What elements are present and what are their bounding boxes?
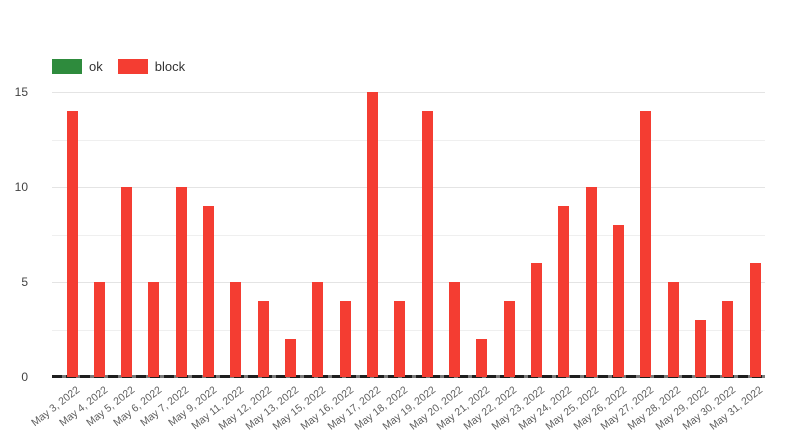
x-axis-baseline bbox=[52, 375, 765, 378]
bar-block-may-11-2022[interactable] bbox=[230, 282, 242, 377]
bar-block-may-13-2022[interactable] bbox=[285, 339, 297, 377]
bar-block-may-23-2022[interactable] bbox=[530, 263, 542, 377]
legend-label: block bbox=[154, 59, 186, 74]
gridline-10 bbox=[52, 187, 765, 188]
bar-block-may-28-2022[interactable] bbox=[667, 282, 679, 377]
legend-swatch-block bbox=[117, 59, 148, 74]
bar-block-may-22-2022[interactable] bbox=[503, 301, 515, 377]
minor-gridline-2.5 bbox=[52, 329, 765, 331]
gridline-15 bbox=[52, 92, 765, 93]
bar-block-may-31-2022[interactable] bbox=[749, 263, 761, 377]
y-tick-label-15: 15 bbox=[14, 85, 28, 99]
bar-block-may-15-2022[interactable] bbox=[312, 282, 324, 377]
bar-block-may-29-2022[interactable] bbox=[694, 320, 706, 377]
bar-block-may-25-2022[interactable] bbox=[585, 187, 597, 377]
chart-legend: ok block bbox=[52, 59, 185, 74]
bar-block-may-18-2022[interactable] bbox=[394, 301, 406, 377]
legend-item-block[interactable]: block bbox=[117, 59, 186, 74]
bar-block-may-24-2022[interactable] bbox=[558, 206, 570, 377]
bar-block-may-26-2022[interactable] bbox=[612, 225, 624, 377]
minor-gridline-12.5 bbox=[52, 139, 765, 141]
bar-block-may-19-2022[interactable] bbox=[421, 111, 433, 377]
bar-block-may-17-2022[interactable] bbox=[367, 92, 379, 377]
bar-block-may-27-2022[interactable] bbox=[640, 111, 652, 377]
bar-block-may-7-2022[interactable] bbox=[175, 187, 187, 377]
bar-block-may-16-2022[interactable] bbox=[339, 301, 351, 377]
bar-block-may-20-2022[interactable] bbox=[448, 282, 460, 377]
legend-swatch-ok bbox=[52, 59, 82, 74]
bar-block-may-12-2022[interactable] bbox=[257, 301, 269, 377]
bar-block-may-6-2022[interactable] bbox=[148, 282, 160, 377]
legend-item-ok[interactable]: ok bbox=[52, 59, 103, 74]
bar-block-may-9-2022[interactable] bbox=[203, 206, 215, 377]
bar-block-may-3-2022[interactable] bbox=[66, 111, 78, 377]
y-tick-label-5: 5 bbox=[21, 275, 28, 289]
bar-block-may-30-2022[interactable] bbox=[722, 301, 734, 377]
minor-gridline-7.5 bbox=[52, 234, 765, 236]
bar-block-may-5-2022[interactable] bbox=[121, 187, 133, 377]
y-tick-label-0: 0 bbox=[21, 370, 28, 384]
plot-area bbox=[52, 92, 765, 378]
bar-block-may-4-2022[interactable] bbox=[93, 282, 105, 377]
gridline-5 bbox=[52, 282, 765, 283]
y-tick-label-10: 10 bbox=[14, 180, 28, 194]
legend-label: ok bbox=[89, 59, 103, 74]
bar-block-may-21-2022[interactable] bbox=[476, 339, 488, 377]
